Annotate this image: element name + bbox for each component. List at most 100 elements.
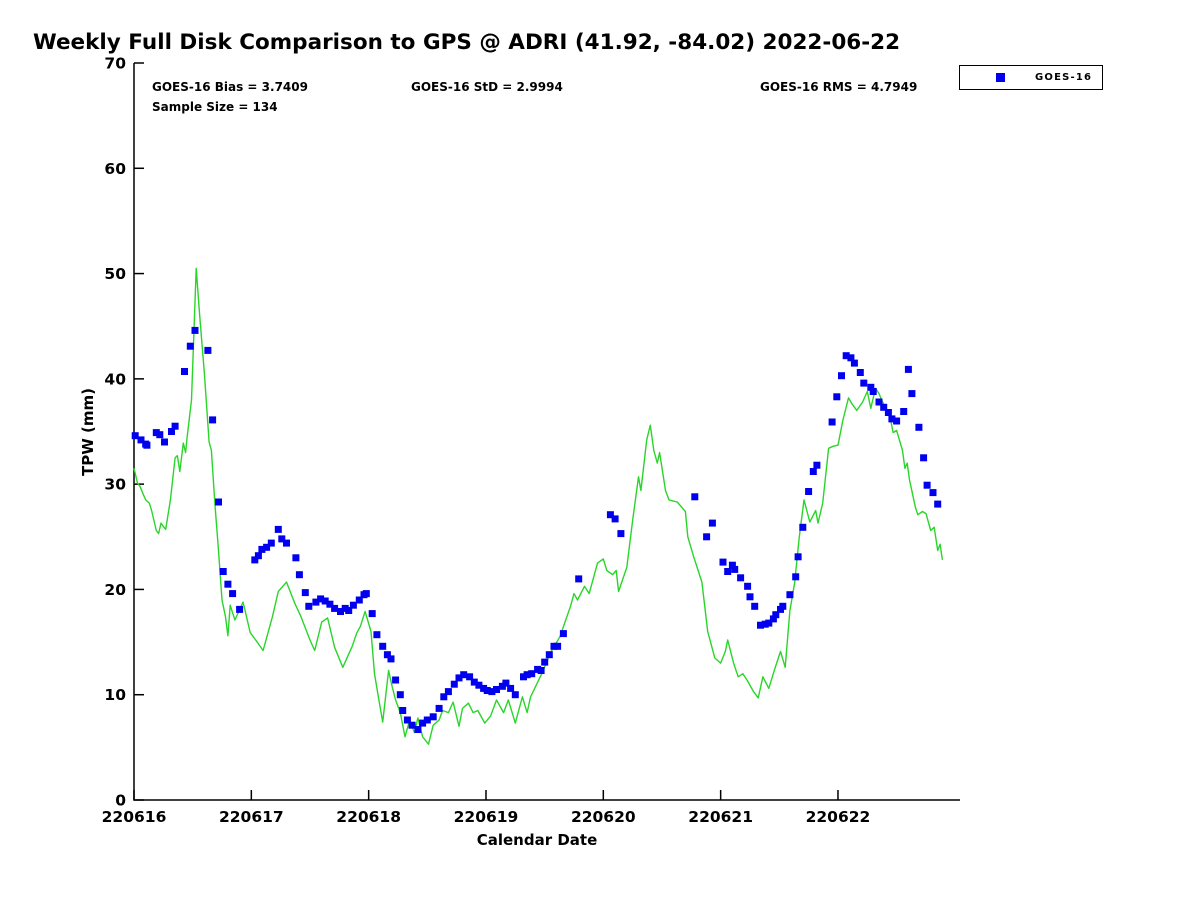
goes16-marker bbox=[893, 417, 901, 425]
goes16-marker bbox=[908, 390, 916, 398]
chart-title: Weekly Full Disk Comparison to GPS @ ADR… bbox=[33, 30, 901, 55]
goes16-marker bbox=[317, 595, 325, 603]
goes16-marker bbox=[757, 621, 764, 629]
goes16-marker bbox=[772, 611, 780, 619]
goes16-marker bbox=[137, 436, 145, 444]
goes16-marker bbox=[483, 687, 491, 694]
x-tick-label: 220619 bbox=[454, 808, 519, 826]
goes16-marker bbox=[312, 598, 320, 606]
goes16-marker bbox=[219, 568, 227, 575]
goes16-marker bbox=[523, 671, 531, 679]
goes16-marker bbox=[258, 545, 266, 553]
goes16-marker bbox=[419, 719, 427, 727]
goes16-marker bbox=[460, 671, 468, 679]
goes16-marker bbox=[761, 620, 769, 628]
goes16-marker bbox=[799, 523, 807, 531]
axis-lines bbox=[133, 63, 960, 801]
goes16-marker bbox=[321, 597, 329, 605]
goes16-marker bbox=[751, 602, 759, 610]
goes16-marker bbox=[392, 676, 400, 684]
goes16-marker bbox=[186, 342, 194, 350]
goes16-marker bbox=[379, 642, 387, 650]
x-tick-label: 220621 bbox=[688, 808, 753, 826]
goes16-marker bbox=[792, 573, 800, 581]
x-tick-label: 220622 bbox=[806, 808, 871, 826]
goes16-marker bbox=[414, 726, 422, 733]
goes16-marker bbox=[283, 539, 290, 547]
goes16-marker bbox=[470, 678, 478, 686]
goes16-marker bbox=[368, 610, 376, 618]
goes16-marker bbox=[403, 716, 411, 724]
y-tick-label: 10 bbox=[104, 686, 126, 704]
goes16-marker bbox=[396, 691, 404, 699]
goes16-marker bbox=[337, 608, 344, 615]
goes16-marker bbox=[779, 602, 787, 610]
legend-box: GOES-16 bbox=[959, 65, 1103, 90]
goes16-marker bbox=[724, 568, 732, 575]
goes16-marker bbox=[708, 519, 716, 527]
goes16-marker bbox=[833, 393, 841, 401]
goes16-marker bbox=[554, 642, 562, 650]
goes16-marker bbox=[703, 533, 711, 541]
goes16-marker bbox=[161, 438, 168, 446]
stat-bias: GOES-16 Bias = 3.7409 bbox=[152, 80, 308, 94]
goes16-marker bbox=[131, 432, 139, 440]
goes16-marker bbox=[480, 684, 488, 692]
goes16-marker bbox=[847, 354, 855, 362]
goes16-marker bbox=[466, 673, 474, 681]
goes16-marker bbox=[920, 454, 928, 462]
x-axis-label: Calendar Date bbox=[476, 831, 598, 849]
goes16-marker bbox=[860, 379, 868, 387]
goes16-marker bbox=[191, 326, 199, 334]
goes16-marker bbox=[888, 415, 896, 423]
goes16-marker bbox=[168, 428, 175, 435]
goes16-marker bbox=[263, 543, 271, 551]
x-tick-label: 220617 bbox=[219, 808, 284, 826]
goes16-marker bbox=[423, 716, 431, 724]
goes16-marker bbox=[301, 589, 309, 597]
goes16-marker bbox=[809, 468, 817, 475]
goes16-marker bbox=[541, 658, 549, 666]
goes16-marker bbox=[507, 684, 515, 692]
goes16-marker bbox=[450, 680, 458, 688]
gps-line bbox=[133, 267, 944, 745]
y-tick-label: 20 bbox=[104, 581, 126, 599]
goes16-marker bbox=[923, 481, 931, 489]
goes16-marker bbox=[904, 365, 912, 373]
goes16-marker bbox=[869, 388, 877, 395]
legend-label: GOES-16 bbox=[1035, 72, 1093, 83]
goes16-marker bbox=[435, 704, 443, 712]
goes16-marker bbox=[267, 539, 275, 547]
goes16-marker bbox=[349, 601, 357, 609]
goes16-marker bbox=[856, 369, 864, 376]
y-tick-label: 50 bbox=[104, 265, 126, 283]
goes16-marker bbox=[838, 372, 845, 380]
goes16-marker bbox=[440, 693, 448, 701]
goes16-marker bbox=[399, 707, 407, 714]
goes16-marker bbox=[295, 571, 303, 579]
y-tick-label: 0 bbox=[115, 792, 126, 810]
goes16-marker bbox=[502, 679, 510, 687]
goes16-marker bbox=[537, 667, 545, 674]
goes16-marker bbox=[224, 580, 232, 588]
goes16-marker bbox=[805, 488, 813, 495]
goes16-marker bbox=[828, 418, 836, 426]
goes16-marker bbox=[884, 409, 892, 416]
goes16-marker bbox=[254, 552, 262, 560]
goes16-marker bbox=[326, 600, 334, 608]
goes16-marker bbox=[880, 403, 888, 411]
y-tick-label: 40 bbox=[104, 370, 126, 388]
goes16-marker bbox=[867, 383, 875, 391]
x-tick-label: 220616 bbox=[102, 808, 167, 826]
goes16-marker bbox=[875, 398, 883, 406]
goes16-marker bbox=[408, 721, 416, 729]
goes16-marker bbox=[915, 423, 923, 431]
x-tick-label: 220620 bbox=[571, 808, 636, 826]
goes16-marker bbox=[251, 556, 259, 564]
goes16-marker bbox=[728, 561, 736, 569]
goes16-legend-marker-icon bbox=[996, 73, 1005, 82]
goes16-marker bbox=[550, 642, 558, 650]
goes16-marker bbox=[731, 565, 739, 573]
goes16-marker bbox=[842, 352, 850, 360]
